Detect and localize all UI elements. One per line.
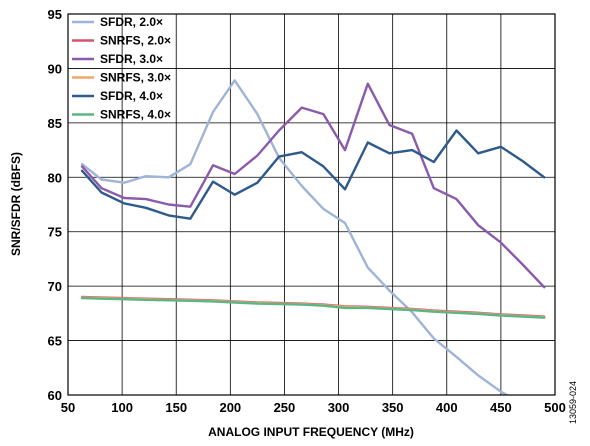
y-tick-labels: 60 65 70 75 80 85 90 95 bbox=[48, 7, 62, 403]
y-tick-label: 80 bbox=[48, 170, 62, 185]
y-tick-label: 90 bbox=[48, 61, 62, 76]
series-lines bbox=[80, 79, 546, 395]
y-tick-label: 60 bbox=[48, 388, 62, 403]
x-tick-label: 250 bbox=[274, 400, 296, 415]
series-line-5 bbox=[80, 296, 546, 319]
series-line-0 bbox=[80, 79, 510, 395]
x-tick-label: 150 bbox=[165, 400, 187, 415]
y-tick-label: 85 bbox=[48, 116, 62, 131]
y-tick-label: 75 bbox=[48, 225, 62, 240]
y-tick-label: 95 bbox=[48, 7, 62, 22]
x-tick-label: 400 bbox=[436, 400, 458, 415]
x-tick-label: 100 bbox=[111, 400, 133, 415]
y-axis-label: SNR/SFDR (dBFS) bbox=[9, 152, 23, 256]
x-tick-labels: 50 100 150 200 250 300 350 400 450 500 bbox=[61, 400, 566, 415]
figure-id-note: 13059-024 bbox=[568, 381, 578, 424]
legend-label: SNRFS, 2.0× bbox=[100, 34, 171, 48]
plot-frame bbox=[67, 13, 556, 396]
legend-label: SNRFS, 3.0× bbox=[100, 71, 171, 85]
x-tick-label: 500 bbox=[544, 400, 566, 415]
x-tick-label: 50 bbox=[61, 400, 75, 415]
x-axis-label: ANALOG INPUT FREQUENCY (MHz) bbox=[208, 425, 414, 439]
series-line-2 bbox=[80, 82, 546, 289]
y-tick-label: 70 bbox=[48, 279, 62, 294]
x-tick-label: 300 bbox=[328, 400, 350, 415]
x-tick-label: 350 bbox=[382, 400, 404, 415]
legend-label: SNRFS, 4.0× bbox=[100, 108, 171, 122]
y-tick-label: 65 bbox=[48, 334, 62, 349]
legend-label: SFDR, 2.0× bbox=[100, 15, 163, 29]
x-tick-label: 200 bbox=[219, 400, 241, 415]
legend: SFDR, 2.0× SNRFS, 2.0× SFDR, 3.0× SNRFS, 3.… bbox=[72, 15, 171, 122]
legend-label: SFDR, 4.0× bbox=[100, 89, 163, 103]
x-tick-label: 450 bbox=[490, 400, 512, 415]
legend-label: SFDR, 3.0× bbox=[100, 52, 163, 66]
series-line-4 bbox=[80, 129, 546, 220]
